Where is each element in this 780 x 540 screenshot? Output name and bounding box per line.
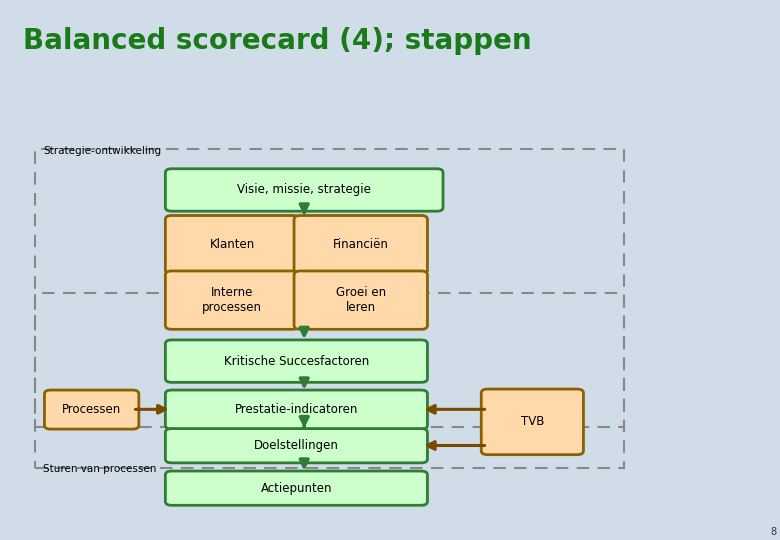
FancyBboxPatch shape xyxy=(294,215,427,274)
Text: Klanten: Klanten xyxy=(209,238,255,251)
FancyBboxPatch shape xyxy=(165,471,427,505)
Text: Financiën: Financiën xyxy=(333,238,388,251)
FancyBboxPatch shape xyxy=(165,271,299,329)
FancyBboxPatch shape xyxy=(294,271,427,329)
Text: 8: 8 xyxy=(770,527,776,537)
FancyBboxPatch shape xyxy=(165,429,427,463)
Text: Visie, missie, strategie: Visie, missie, strategie xyxy=(237,184,371,197)
Text: Sturen van processen: Sturen van processen xyxy=(43,464,156,474)
FancyBboxPatch shape xyxy=(165,169,443,211)
FancyBboxPatch shape xyxy=(44,390,139,429)
FancyBboxPatch shape xyxy=(165,215,299,274)
FancyBboxPatch shape xyxy=(165,340,427,382)
Bar xyxy=(35,293,624,468)
FancyBboxPatch shape xyxy=(481,389,583,455)
Text: Actiepunten: Actiepunten xyxy=(261,482,332,495)
FancyBboxPatch shape xyxy=(165,390,427,429)
Text: Kritische Succesfactoren: Kritische Succesfactoren xyxy=(224,355,369,368)
Text: Groei en
leren: Groei en leren xyxy=(335,286,386,314)
Text: TVB: TVB xyxy=(521,415,544,428)
Text: Interne
processen: Interne processen xyxy=(202,286,262,314)
Bar xyxy=(35,150,624,427)
Text: Strategie-ontwikkeling: Strategie-ontwikkeling xyxy=(43,146,161,156)
Text: Prestatie-indicatoren: Prestatie-indicatoren xyxy=(235,403,358,416)
Text: Processen: Processen xyxy=(62,403,121,416)
Text: Doelstellingen: Doelstellingen xyxy=(254,439,339,452)
Text: Balanced scorecard (4); stappen: Balanced scorecard (4); stappen xyxy=(23,27,532,55)
